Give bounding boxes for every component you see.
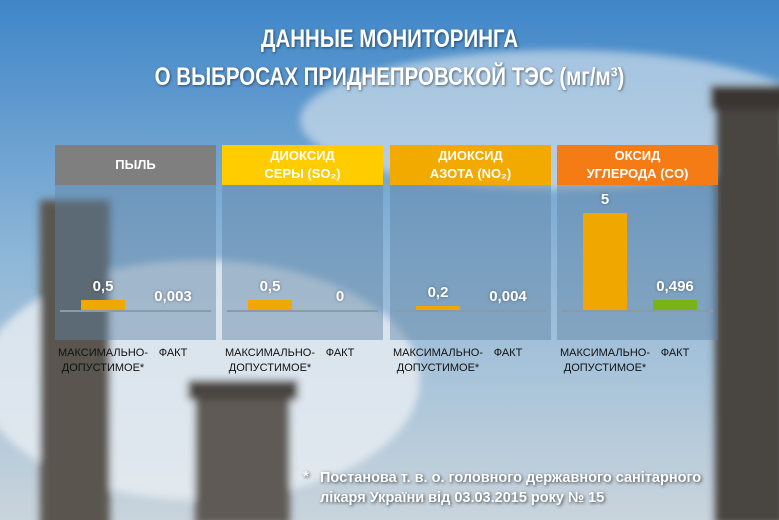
panel-body [55,185,216,340]
category-label: ФАКТ [493,347,523,359]
bar [583,213,627,310]
panel-header: ДИОКСИД АЗОТА (NO₂) [390,145,551,185]
baseline [227,310,378,312]
category-label: ФАКТ [325,347,355,359]
value-label: 0 [335,288,345,305]
baseline [60,310,211,312]
panel-body [390,185,551,340]
value-label: 0,2 [427,284,449,302]
value-label: 0,003 [154,287,192,305]
panel-header: ПЫЛЬ [55,145,216,185]
category-label: ФАКТ [660,347,690,359]
bar [81,300,125,310]
panel-body [557,185,718,340]
value-label: 5 [600,191,610,208]
value-label: 0,496 [656,278,694,296]
category-label: МАКСИМАЛЬНО-ДОПУСТИМОЕ* [560,347,650,374]
bar [416,306,460,310]
value-label: 0,5 [259,278,281,296]
value-label: 0,004 [489,287,527,305]
title: ДАННЫЕ МОНИТОРИНГА О ВЫБРОСАХ ПРИДНЕПРОВ… [154,25,625,91]
category-label: ФАКТ [158,347,188,359]
panel-header: ДИОКСИД СЕРЫ (SO₂) [222,145,383,185]
category-label: МАКСИМАЛЬНО-ДОПУСТИМОЕ* [393,347,483,374]
baseline [395,310,546,312]
panel-header: ОКСИД УГЛЕРОДА (CO) [557,145,718,185]
category-label: МАКСИМАЛЬНО-ДОПУСТИМОЕ* [58,347,148,374]
bar [653,300,697,310]
footnote: Постанова т. в. о. головного державного … [320,470,702,506]
category-label: МАКСИМАЛЬНО-ДОПУСТИМОЕ* [225,347,315,374]
bar [248,300,292,310]
value-label: 0,5 [92,278,114,296]
baseline [562,310,713,312]
footnote-marker: * [303,468,309,485]
panel-body [222,185,383,340]
